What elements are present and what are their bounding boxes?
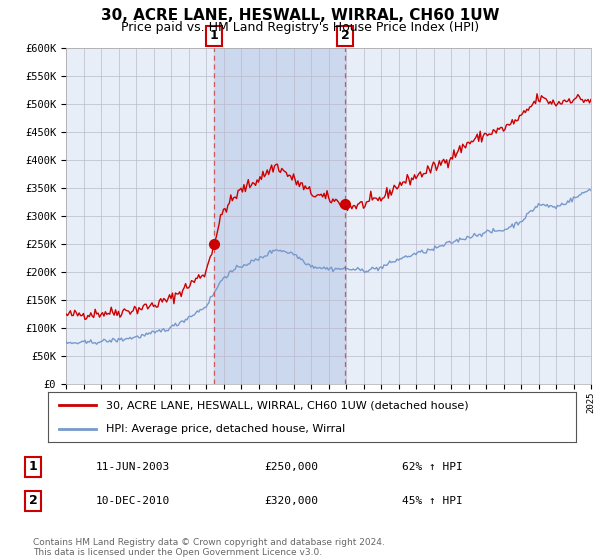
Text: Contains HM Land Registry data © Crown copyright and database right 2024.
This d: Contains HM Land Registry data © Crown c…: [33, 538, 385, 557]
Text: Price paid vs. HM Land Registry's House Price Index (HPI): Price paid vs. HM Land Registry's House …: [121, 21, 479, 34]
Text: 2: 2: [341, 29, 349, 42]
Text: 30, ACRE LANE, HESWALL, WIRRAL, CH60 1UW (detached house): 30, ACRE LANE, HESWALL, WIRRAL, CH60 1UW…: [106, 400, 469, 410]
Text: 45% ↑ HPI: 45% ↑ HPI: [402, 496, 463, 506]
Text: 30, ACRE LANE, HESWALL, WIRRAL, CH60 1UW: 30, ACRE LANE, HESWALL, WIRRAL, CH60 1UW: [101, 8, 499, 24]
Text: 62% ↑ HPI: 62% ↑ HPI: [402, 462, 463, 472]
Text: 10-DEC-2010: 10-DEC-2010: [96, 496, 170, 506]
Text: 1: 1: [29, 460, 37, 473]
Text: £250,000: £250,000: [264, 462, 318, 472]
Text: £320,000: £320,000: [264, 496, 318, 506]
Bar: [214, 48, 345, 384]
Text: 1: 1: [209, 29, 218, 42]
Text: HPI: Average price, detached house, Wirral: HPI: Average price, detached house, Wirr…: [106, 424, 346, 435]
Text: 2: 2: [29, 494, 37, 507]
Text: 11-JUN-2003: 11-JUN-2003: [96, 462, 170, 472]
